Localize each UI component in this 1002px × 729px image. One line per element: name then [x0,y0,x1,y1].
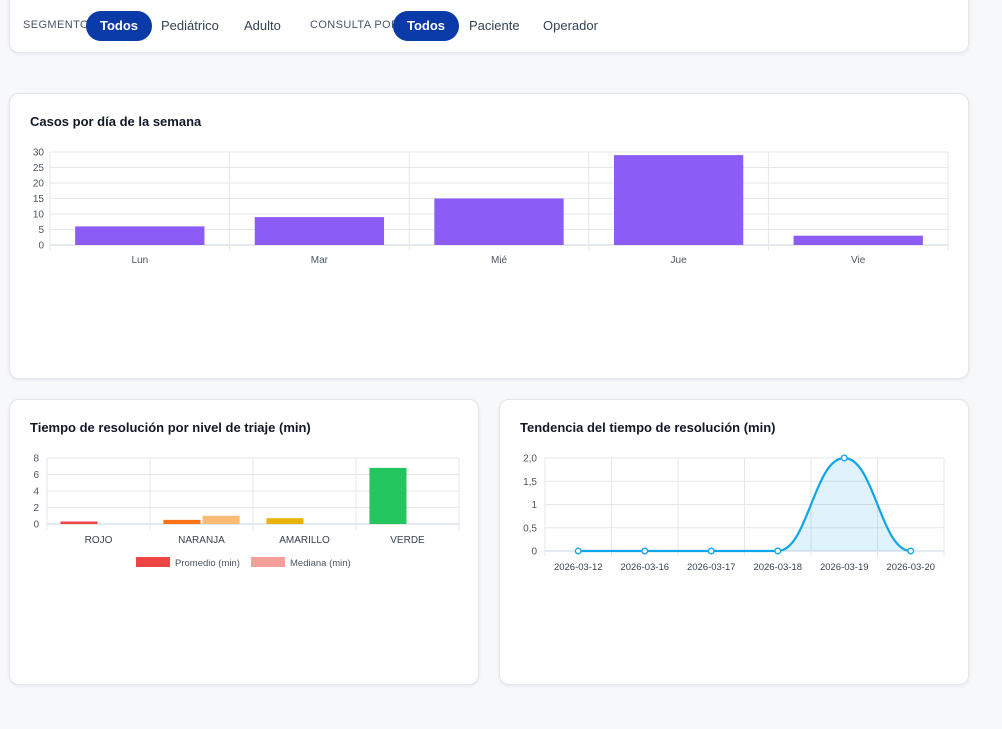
consult-paciente-button[interactable]: Paciente [455,11,534,41]
segment-pediatrico-button[interactable]: Pediátrico [147,11,233,41]
triage-bar-chart: 0 2 4 6 8 ROJO NARANJA AMARILLO VERDE Promedio (m… [33,454,460,569]
bar-amarillo-promedio [266,518,304,524]
y-tick-label: 4 [33,487,39,498]
x-tick-label: 2026-03-19 [820,562,869,573]
filter-bar: SEGMENTO: Todos Pediátrico Adulto CONSUL… [9,0,969,53]
legend-label-promedio: Promedio (min) [175,558,240,569]
bar-mar [254,217,385,245]
y-tick-label: 1 [531,500,537,511]
weekday-chart-card: Casos por día de la semana 0 5 10 15 20 25 30 L… [9,93,969,379]
y-tick-label: 2 [33,503,39,514]
bar-vie [793,235,923,245]
bar-naranja-promedio [163,519,201,524]
bar-naranja-mediana [202,515,240,524]
trend-point [641,547,649,555]
x-tick-label: 2026-03-16 [620,562,669,573]
y-tick-label: 6 [33,470,39,481]
trend-point [840,454,848,462]
segment-label: SEGMENTO: [23,19,93,31]
y-tick-label: 15 [33,194,45,205]
trend-chart-title: Tendencia del tiempo de resolución (min) [520,420,776,435]
trend-area-fill [578,458,911,551]
legend-swatch-mediana [251,557,285,567]
bar-verde-promedio [369,467,407,524]
x-tick-label: Jue [671,255,688,266]
y-tick-label: 0 [33,520,39,531]
trend-point [774,547,782,555]
x-tick-label: Vie [851,255,866,266]
y-tick-label: 5 [38,225,44,236]
trend-chart-card: Tendencia del tiempo de resolución (min)… [499,399,969,685]
legend-swatch-promedio [136,557,170,567]
segment-adulto-button[interactable]: Adulto [230,11,295,41]
x-tick-label: NARANJA [178,535,225,546]
bar-lun [75,226,205,245]
x-tick-label: VERDE [390,535,425,546]
x-tick-label: Lun [131,255,148,266]
trend-point [907,547,915,555]
y-tick-label: 30 [33,148,45,159]
y-tick-label: 2,0 [523,454,537,465]
y-tick-label: 20 [33,179,45,190]
legend-label-mediana: Mediana (min) [290,558,351,569]
x-tick-label: 2026-03-18 [753,562,802,573]
x-tick-label: ROJO [85,535,113,546]
bar-jue [613,155,744,245]
triage-chart-card: Tiempo de resolución por nivel de triaje… [9,399,479,685]
x-tick-label: Mié [491,255,508,266]
segment-todos-button[interactable]: Todos [86,11,153,41]
trend-point [574,547,582,555]
x-tick-label: AMARILLO [279,535,330,546]
bar-rojo-promedio [60,521,98,524]
y-tick-label: 0 [38,241,44,252]
x-tick-label: 2026-03-20 [886,562,935,573]
y-tick-label: 1,5 [523,477,537,488]
y-tick-label: 10 [33,210,45,221]
consult-operador-button[interactable]: Operador [529,11,612,41]
y-tick-label: 8 [33,454,39,465]
x-tick-label: 2026-03-12 [554,562,603,573]
weekday-chart-title: Casos por día de la semana [30,114,202,129]
x-tick-label: 2026-03-17 [687,562,736,573]
trend-point [707,547,715,555]
y-tick-label: 0,5 [523,523,537,534]
consult-todos-button[interactable]: Todos [393,11,460,41]
y-tick-label: 25 [33,163,45,174]
consult-label: CONSULTA POR: [310,19,403,31]
x-tick-label: Mar [311,255,329,266]
y-tick-label: 0 [531,547,537,558]
bar-mié [434,198,564,245]
trend-line-chart: 0 0,5 1 1,5 2,0 2026-03-12 2026-03-16 2026-03-1… [523,454,945,573]
triage-chart-title: Tiempo de resolución por nivel de triaje… [30,420,311,435]
weekday-bar-chart: 0 5 10 15 20 25 30 Lun Mar Mié Jue Vie [33,148,949,266]
